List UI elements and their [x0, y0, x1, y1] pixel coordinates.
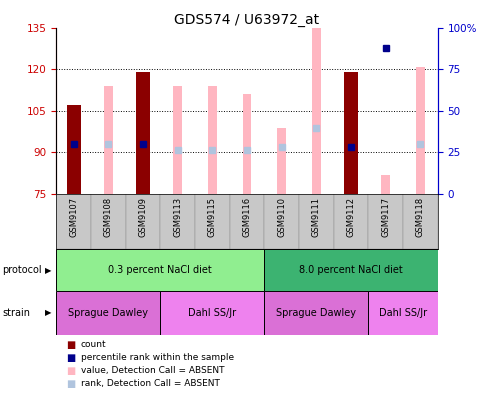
Bar: [311, 28, 320, 194]
Text: ■: ■: [66, 366, 75, 376]
Bar: [104, 86, 112, 194]
Bar: [160, 291, 264, 335]
Text: ▶: ▶: [45, 266, 51, 275]
Bar: [56, 194, 91, 249]
Text: ■: ■: [66, 379, 75, 389]
Bar: [277, 128, 285, 194]
Text: ▶: ▶: [45, 308, 51, 317]
Bar: [136, 72, 149, 194]
Bar: [367, 194, 402, 249]
Text: GSM9117: GSM9117: [380, 197, 389, 237]
Text: GSM9111: GSM9111: [311, 197, 320, 237]
Text: GSM9118: GSM9118: [415, 197, 424, 237]
Bar: [229, 194, 264, 249]
Text: ■: ■: [66, 352, 75, 363]
Bar: [91, 194, 125, 249]
Bar: [333, 194, 367, 249]
Bar: [173, 86, 182, 194]
Bar: [125, 194, 160, 249]
Text: count: count: [81, 340, 106, 349]
Text: GSM9108: GSM9108: [103, 197, 113, 237]
Title: GDS574 / U63972_at: GDS574 / U63972_at: [174, 13, 319, 27]
Text: Dahl SS/Jr: Dahl SS/Jr: [188, 308, 236, 318]
Text: ■: ■: [66, 339, 75, 350]
Text: Sprague Dawley: Sprague Dawley: [276, 308, 356, 318]
Text: value, Detection Call = ABSENT: value, Detection Call = ABSENT: [81, 366, 224, 375]
Bar: [66, 105, 81, 194]
Text: strain: strain: [2, 308, 30, 318]
Text: GSM9116: GSM9116: [242, 197, 251, 237]
Bar: [195, 194, 229, 249]
Text: rank, Detection Call = ABSENT: rank, Detection Call = ABSENT: [81, 379, 219, 388]
Text: GSM9115: GSM9115: [207, 197, 216, 237]
Bar: [264, 291, 367, 335]
Text: GSM9110: GSM9110: [277, 197, 285, 237]
Text: percentile rank within the sample: percentile rank within the sample: [81, 353, 233, 362]
Text: protocol: protocol: [2, 265, 42, 275]
Bar: [264, 249, 437, 291]
Bar: [415, 67, 424, 194]
Bar: [242, 94, 251, 194]
Bar: [160, 194, 195, 249]
Text: 0.3 percent NaCl diet: 0.3 percent NaCl diet: [108, 265, 212, 275]
Bar: [298, 194, 333, 249]
Bar: [56, 291, 160, 335]
Bar: [367, 291, 437, 335]
Text: GSM9112: GSM9112: [346, 197, 355, 237]
Text: Sprague Dawley: Sprague Dawley: [68, 308, 148, 318]
Bar: [264, 194, 298, 249]
Text: GSM9113: GSM9113: [173, 197, 182, 237]
Bar: [402, 194, 437, 249]
Text: GSM9107: GSM9107: [69, 197, 78, 237]
Text: 8.0 percent NaCl diet: 8.0 percent NaCl diet: [299, 265, 402, 275]
Bar: [207, 86, 216, 194]
Bar: [56, 249, 264, 291]
Text: Dahl SS/Jr: Dahl SS/Jr: [378, 308, 426, 318]
Bar: [344, 72, 357, 194]
Text: GSM9109: GSM9109: [138, 197, 147, 237]
Bar: [381, 175, 389, 194]
